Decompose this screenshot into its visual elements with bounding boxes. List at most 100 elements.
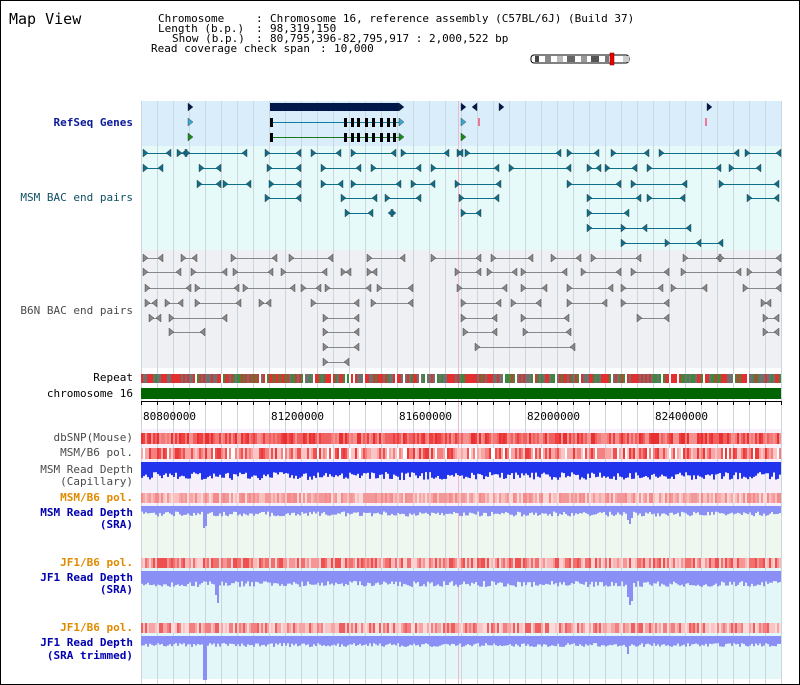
track-label-jf1-b6-pol[interactable]: JF1/B6 pol. bbox=[60, 556, 133, 569]
b6n-bac-pair bbox=[288, 253, 334, 263]
depth-bar bbox=[161, 636, 163, 645]
repeat-element bbox=[631, 374, 633, 383]
pair-end-left bbox=[550, 253, 557, 263]
strip-cell bbox=[469, 433, 471, 444]
depth-bar bbox=[435, 571, 437, 586]
strip-cell bbox=[191, 623, 193, 633]
strip-cell bbox=[187, 433, 189, 444]
strip-cell bbox=[507, 623, 509, 633]
repeat-element bbox=[431, 374, 433, 383]
strip-cell bbox=[259, 623, 261, 633]
strip-cell bbox=[665, 433, 667, 444]
ideogram-band bbox=[591, 56, 599, 62]
strip-cell bbox=[643, 558, 645, 568]
strip-cell bbox=[527, 493, 529, 503]
strip-cell bbox=[519, 493, 521, 503]
strip-cell bbox=[423, 433, 425, 444]
strip-cell bbox=[431, 623, 433, 633]
strip-cell bbox=[311, 623, 313, 633]
track-label-msm-b6-pol[interactable]: MSM/B6 pol. bbox=[60, 446, 133, 459]
depth-bar bbox=[371, 506, 373, 517]
strip-cell bbox=[421, 448, 423, 459]
track-label-msm-b6-pol-2[interactable]: MSM/B6 pol. bbox=[60, 491, 133, 504]
strip-cell bbox=[227, 448, 229, 459]
strip-cell bbox=[735, 623, 737, 633]
msm-bac-pair bbox=[222, 179, 252, 189]
depth-bar bbox=[275, 636, 277, 644]
strip-cell bbox=[363, 448, 365, 459]
depth-bar bbox=[333, 506, 335, 515]
strip-cell bbox=[461, 623, 463, 633]
strip-cell bbox=[591, 493, 593, 503]
repeat-element bbox=[375, 374, 377, 383]
strip-cell bbox=[649, 623, 651, 633]
strip-cell bbox=[255, 623, 257, 633]
track-label-jf1-depth-sra[interactable]: JF1 Read Depth bbox=[40, 571, 133, 584]
strip-cell bbox=[357, 433, 359, 444]
repeat-element bbox=[199, 374, 201, 383]
depth-bar bbox=[709, 571, 711, 587]
track-label-b6n-bac[interactable]: B6N BAC end pairs bbox=[20, 304, 133, 317]
strip-cell bbox=[773, 493, 775, 503]
pair-end-right bbox=[221, 313, 228, 323]
strip-cell bbox=[461, 433, 463, 444]
b6n-bac-pair bbox=[194, 283, 240, 293]
depth-bar bbox=[735, 506, 737, 514]
strip-cell bbox=[289, 433, 291, 444]
depth-bar bbox=[397, 571, 399, 587]
strip-cell bbox=[701, 623, 703, 633]
track-label-msm-bac[interactable]: MSM BAC end pairs bbox=[20, 191, 133, 204]
depth-bar bbox=[647, 506, 649, 514]
strip-cell bbox=[565, 558, 567, 568]
strip-cell bbox=[181, 493, 183, 503]
pair-end-left bbox=[460, 313, 467, 323]
strip-cell bbox=[209, 558, 211, 568]
track-label-msm-depth-capillary[interactable]: MSM Read Depth bbox=[40, 463, 133, 476]
depth-bar bbox=[209, 636, 211, 644]
repeat-element bbox=[737, 374, 739, 383]
pair-end-left bbox=[508, 163, 515, 173]
strip-cell bbox=[689, 493, 691, 503]
strip-cell bbox=[549, 433, 551, 444]
track-label-jf1-b6-pol-2[interactable]: JF1/B6 pol. bbox=[60, 621, 133, 634]
depth-bar bbox=[749, 462, 751, 477]
strip-cell bbox=[747, 558, 749, 568]
strip-cell bbox=[265, 558, 267, 568]
depth-bar bbox=[699, 571, 701, 587]
strip-cell bbox=[435, 558, 437, 568]
depth-bar bbox=[349, 462, 351, 473]
depth-bar bbox=[747, 506, 749, 515]
strip-cell bbox=[237, 448, 239, 459]
track-label-jf1-depth-trimmed[interactable]: JF1 Read Depth bbox=[40, 636, 133, 649]
strip-cell bbox=[769, 558, 771, 568]
depth-bar bbox=[513, 636, 515, 647]
track-label-msm-depth-sra[interactable]: MSM Read Depth bbox=[40, 506, 133, 519]
track-label-msm-depth-sra-sub: (SRA) bbox=[99, 518, 133, 531]
strip-cell bbox=[353, 433, 355, 444]
track-label-dbsnp[interactable]: dbSNP(Mouse) bbox=[53, 431, 133, 444]
depth-bar bbox=[545, 571, 547, 584]
track-label-refseq[interactable]: RefSeq Genes bbox=[53, 116, 133, 129]
depth-bar bbox=[535, 571, 537, 586]
strip-cell bbox=[231, 558, 233, 568]
repeat-element bbox=[469, 374, 471, 383]
depth-bar bbox=[563, 462, 565, 474]
strip-cell bbox=[227, 558, 229, 568]
strip-cell bbox=[719, 558, 721, 568]
depth-bar bbox=[653, 571, 655, 584]
strip-cell bbox=[701, 558, 703, 568]
strip-cell bbox=[625, 433, 627, 444]
depth-bar bbox=[145, 636, 147, 644]
depth-bar bbox=[539, 462, 541, 478]
strip-cell bbox=[363, 433, 365, 444]
depth-bar bbox=[453, 462, 455, 477]
strip-cell bbox=[387, 623, 389, 633]
depth-bar bbox=[607, 462, 609, 477]
depth-bar bbox=[317, 636, 319, 644]
strip-cell bbox=[757, 493, 759, 503]
strip-cell bbox=[555, 433, 557, 444]
strip-cell bbox=[421, 623, 423, 633]
strip-cell bbox=[397, 433, 399, 444]
strip-cell bbox=[209, 433, 211, 444]
